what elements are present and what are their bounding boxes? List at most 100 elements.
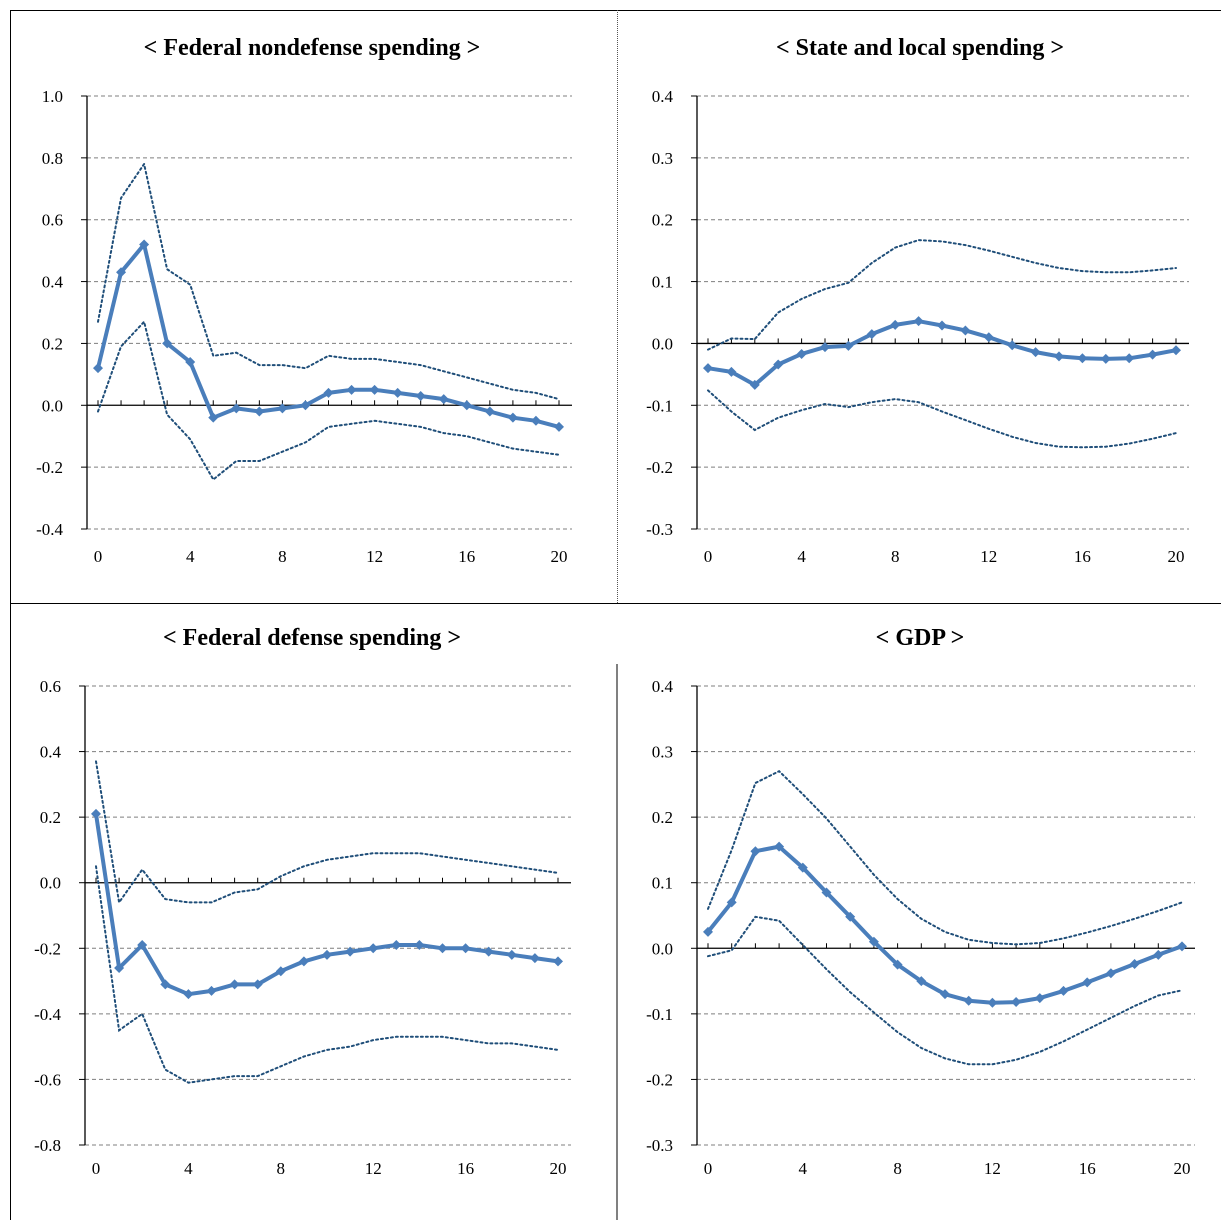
lower-band-line <box>97 319 560 482</box>
chart-panel-state-local: < State and local spending > -0.3 -0.2 -0.… <box>618 0 1221 603</box>
data-point-marker <box>1100 353 1111 364</box>
data-point-marker <box>726 366 737 377</box>
data-point-marker <box>114 962 125 973</box>
plot-area <box>703 239 1181 449</box>
estimate-line <box>707 319 1177 387</box>
data-point-marker <box>749 379 760 390</box>
y-tick-label: -0.1 <box>646 1005 673 1024</box>
y-tick-label: 0.0 <box>40 874 61 893</box>
y-tick-label: 0.4 <box>652 677 674 696</box>
y-tick-label: 0.6 <box>42 211 63 230</box>
data-point-marker <box>868 936 879 947</box>
data-point-marker <box>1177 941 1187 952</box>
y-tick-label: 0.2 <box>40 808 61 827</box>
data-point-marker <box>137 940 148 951</box>
data-point-marker <box>139 239 150 250</box>
chart-svg-federal-nondefense: < Federal nondefense spending > -0.4 -0.2… <box>36 35 572 566</box>
data-point-marker <box>866 329 877 340</box>
y-tick-label: 0.3 <box>652 743 673 762</box>
data-point-marker <box>298 956 309 967</box>
data-point-marker <box>937 320 947 331</box>
estimate-line <box>94 813 559 997</box>
data-point-marker <box>845 911 856 922</box>
y-tick-label: 0.1 <box>652 874 673 893</box>
data-point-marker <box>963 995 974 1006</box>
data-point-marker <box>1054 351 1064 362</box>
data-point-marker <box>1124 353 1135 364</box>
data-point-marker <box>983 332 994 343</box>
data-point-marker <box>437 943 448 954</box>
y-tick-label: 0.8 <box>42 149 63 168</box>
chart-title: < State and local spending > <box>776 35 1064 61</box>
data-point-marker <box>345 946 356 957</box>
data-point-marker <box>275 966 286 977</box>
y-tick-label: -0.3 <box>646 520 673 539</box>
data-point-marker <box>1011 997 1022 1008</box>
y-tick-label: 0.0 <box>652 334 673 353</box>
data-point-marker <box>987 997 998 1008</box>
data-point-marker <box>1058 985 1069 996</box>
data-point-marker <box>414 940 425 951</box>
gridlines <box>697 685 1195 1146</box>
y-tick-label: 1.0 <box>42 87 63 106</box>
data-point-marker <box>750 846 761 857</box>
data-point-marker <box>726 897 737 908</box>
upper-band-line <box>95 760 559 905</box>
upper-band-line <box>707 239 1177 351</box>
data-point-marker <box>703 363 713 374</box>
frame-vertical-divider-bottom <box>616 664 618 1220</box>
data-point-marker <box>796 348 807 359</box>
axes: -0.4 -0.2 0.0 0.2 0.4 0.6 0.8 1.0 0 4 8 12 16 20 <box>36 87 572 566</box>
data-point-marker <box>300 400 311 411</box>
x-tick-label: 4 <box>186 547 195 566</box>
data-point-marker <box>93 363 103 374</box>
frame-middle-divider <box>10 603 1221 604</box>
chart-title: < GDP > <box>876 625 965 651</box>
data-point-marker <box>797 862 808 873</box>
chart-title: < Federal defense spending > <box>163 625 461 651</box>
data-point-marker <box>460 943 471 954</box>
chart-svg-state-local: < State and local spending > -0.3-0.2-0.… <box>646 35 1189 566</box>
frame-vertical-divider-top <box>617 10 618 603</box>
data-point-marker <box>843 340 854 351</box>
x-tick-label: 12 <box>984 1159 1001 1178</box>
plot-area <box>91 760 563 1084</box>
x-tick-label: 16 <box>458 547 475 566</box>
y-tick-label: 0.0 <box>652 939 673 958</box>
data-point-marker <box>206 985 217 996</box>
data-point-marker <box>506 949 517 960</box>
x-tick-label: 8 <box>893 1159 902 1178</box>
data-point-marker <box>1030 347 1041 358</box>
frame-left-border <box>10 10 11 1220</box>
y-tick-label: 0.2 <box>652 211 673 230</box>
data-point-marker <box>1105 968 1116 979</box>
data-point-marker <box>252 979 263 990</box>
data-point-marker <box>1007 340 1018 351</box>
upper-band-line <box>707 769 1183 946</box>
data-point-marker <box>820 342 830 353</box>
x-tick-label: 8 <box>277 1159 286 1178</box>
axes: -0.3 -0.2 -0.1 0.0 0.1 0.2 0.3 0.4 0 4 8 12 16 20 <box>646 677 1195 1178</box>
data-point-marker <box>1171 345 1181 356</box>
chart-svg-gdp: < GDP > -0.3 -0.2 -0.1 0.0 0.1 0.2 0.3 0.4 0 4 8 12… <box>646 625 1195 1178</box>
data-point-marker <box>1129 959 1140 970</box>
data-point-marker <box>553 956 563 967</box>
data-point-marker <box>346 384 357 395</box>
x-tick-label: 16 <box>1079 1159 1096 1178</box>
data-point-marker <box>916 976 927 987</box>
data-point-marker <box>1077 353 1088 364</box>
data-point-marker <box>323 387 334 398</box>
y-tick-label: 0.4 <box>652 87 674 106</box>
data-point-marker <box>913 316 924 327</box>
chart-panel-federal-nondefense: < Federal nondefense spending > -0.4 -0.2… <box>0 0 605 603</box>
data-point-marker <box>368 943 379 954</box>
lower-band-line <box>707 389 1177 449</box>
data-point-marker <box>773 359 784 370</box>
x-tick-label: 0 <box>94 547 103 566</box>
y-tick-label: 0.1 <box>652 273 673 292</box>
y-tick-label: -0.2 <box>36 458 63 477</box>
data-point-marker <box>438 394 449 405</box>
data-point-marker <box>415 391 426 402</box>
data-point-marker <box>892 959 903 970</box>
